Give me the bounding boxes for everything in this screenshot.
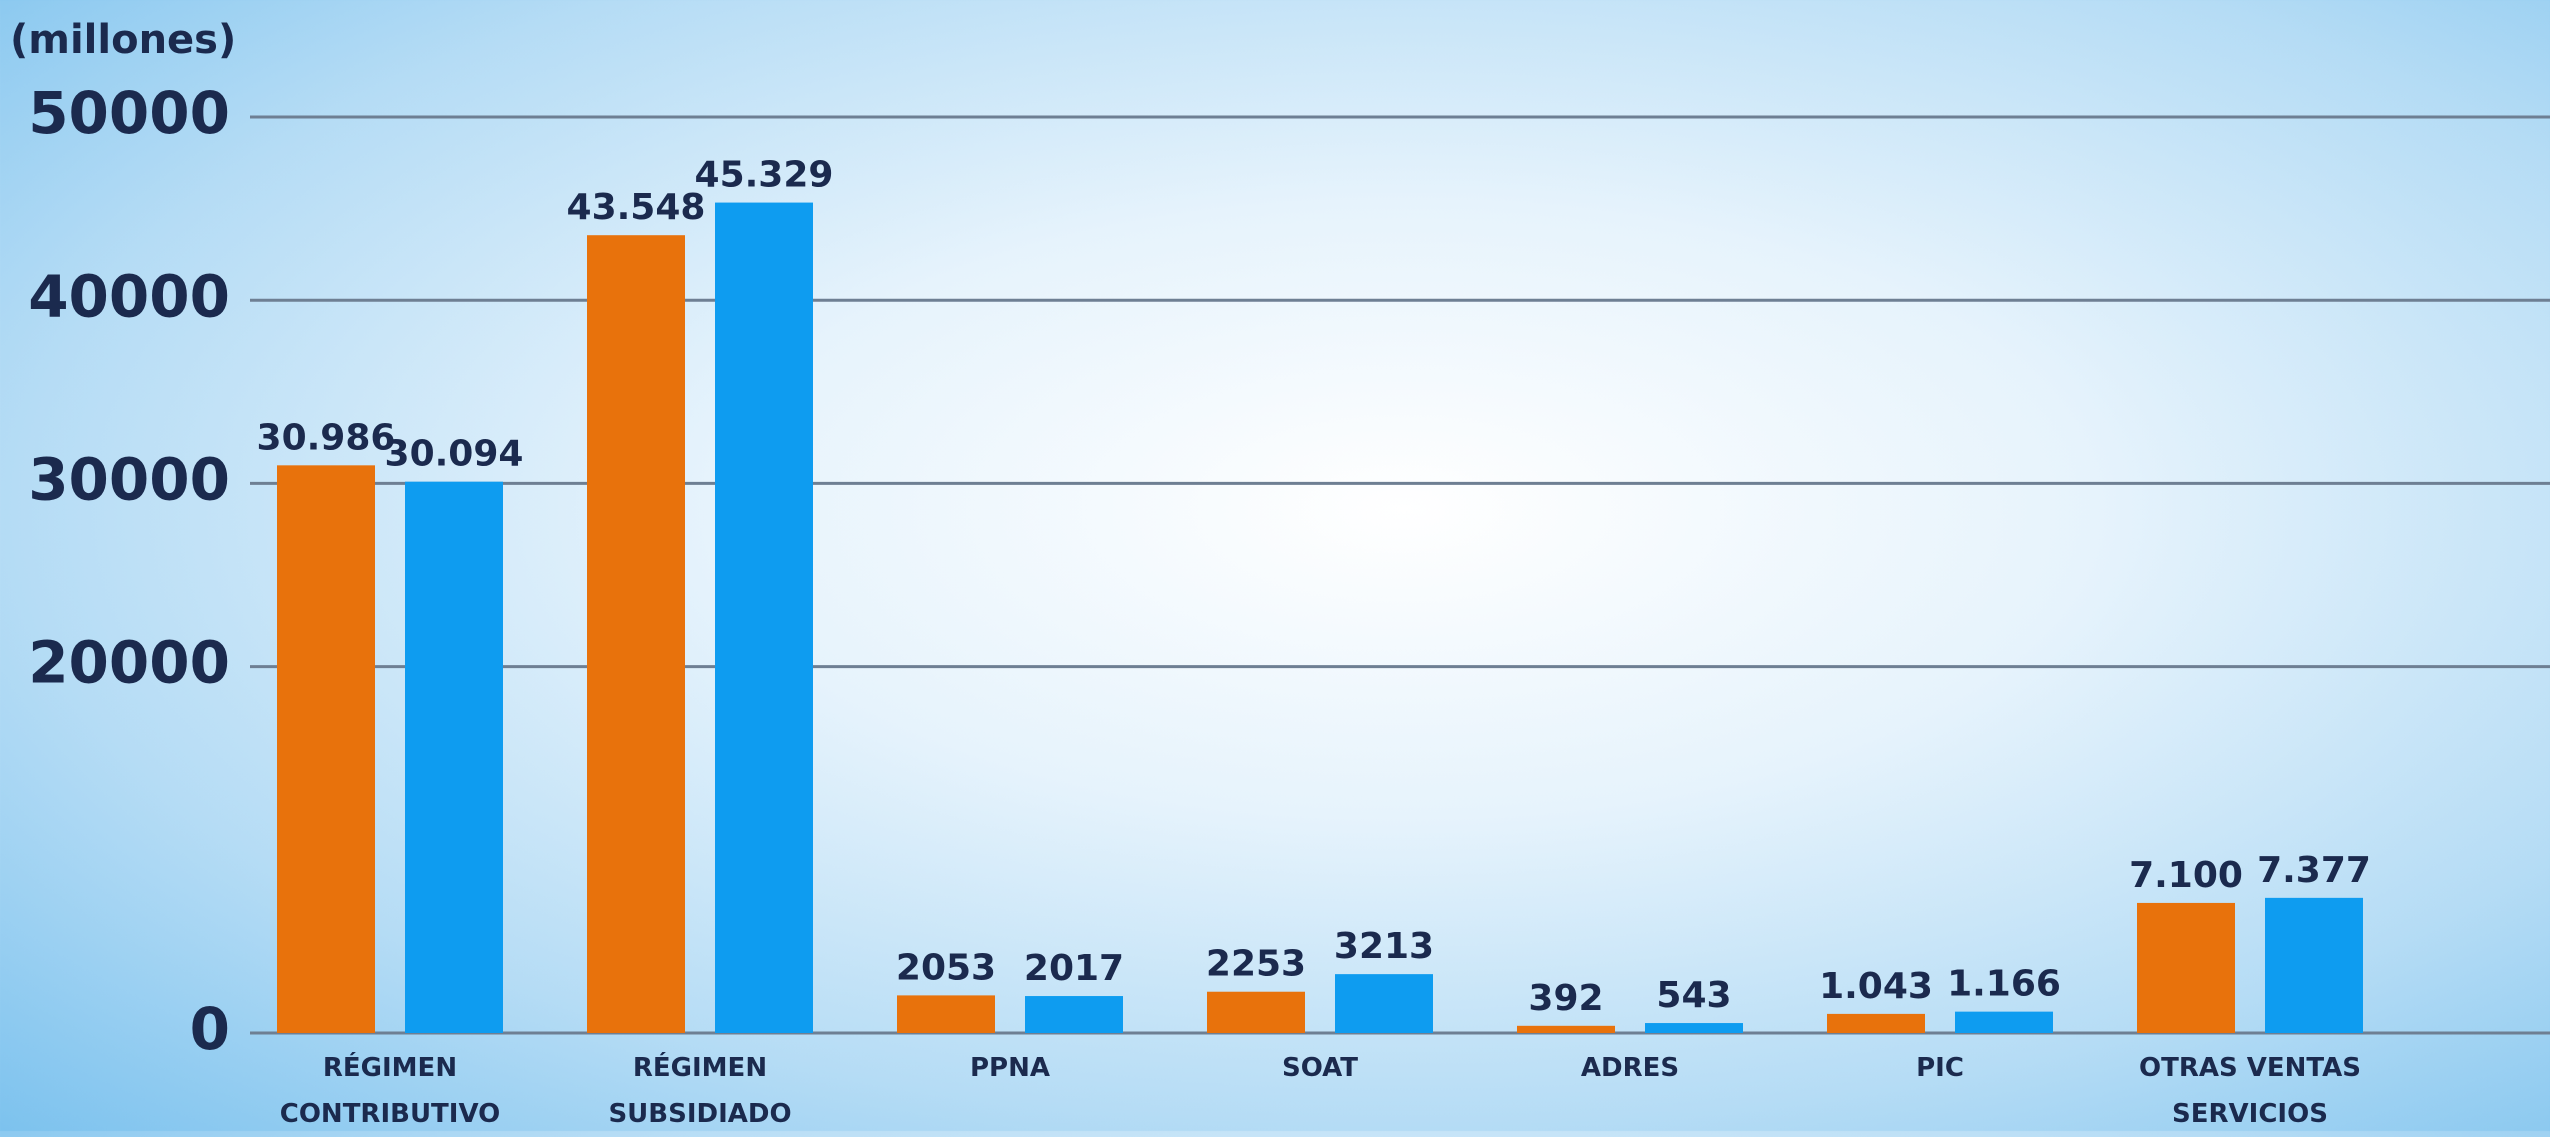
y-tick-label: 20000 [28, 629, 230, 697]
bar [2137, 902, 2235, 1033]
data-label: 1.166 [1947, 964, 2061, 1005]
y-axis-label: (millones) [10, 17, 236, 63]
data-label: 7.100 [2129, 855, 2243, 896]
data-label: 543 [1656, 975, 1731, 1016]
x-tick-label: OTRAS VENTAS SERVICIOS [2139, 1053, 2361, 1129]
x-tick-label: SOAT [1282, 1053, 1358, 1083]
bar [587, 235, 685, 1034]
bar [1517, 1025, 1615, 1033]
bar [1025, 996, 1123, 1033]
bar [2265, 897, 2363, 1033]
x-tick-label: PPNA [970, 1053, 1050, 1083]
y-tick-label: 30000 [28, 446, 230, 514]
bar [897, 995, 995, 1033]
data-label: 30.094 [385, 434, 524, 475]
bar [1955, 1011, 2053, 1033]
y-tick-label: 0 [190, 995, 230, 1063]
bar [1335, 974, 1433, 1033]
data-label: 7.377 [2257, 850, 2371, 891]
bar [1207, 991, 1305, 1033]
x-tick-label: ADRES [1580, 1053, 1680, 1083]
x-tick-label: RÉGIMEN CONTRIBUTIVO [279, 1053, 501, 1129]
bar [405, 481, 503, 1033]
data-label: 392 [1528, 978, 1603, 1019]
data-label: 2253 [1206, 944, 1306, 985]
bar [715, 202, 813, 1033]
data-label: 45.329 [695, 155, 834, 196]
x-tick-label: PIC [1916, 1053, 1964, 1083]
data-label: 43.548 [567, 187, 706, 228]
bar [1645, 1023, 1743, 1033]
y-tick-label: 50000 [28, 79, 230, 147]
bar [277, 465, 375, 1033]
data-label: 1.043 [1819, 966, 1933, 1007]
x-tick-label: RÉGIMEN SUBSIDIADO [608, 1053, 792, 1129]
y-tick-label: 40000 [28, 262, 230, 330]
data-label: 2053 [896, 947, 996, 988]
data-label: 2017 [1024, 948, 1124, 989]
bar [1827, 1013, 1925, 1033]
data-label: 30.986 [257, 417, 396, 458]
data-label: 3213 [1334, 926, 1434, 967]
